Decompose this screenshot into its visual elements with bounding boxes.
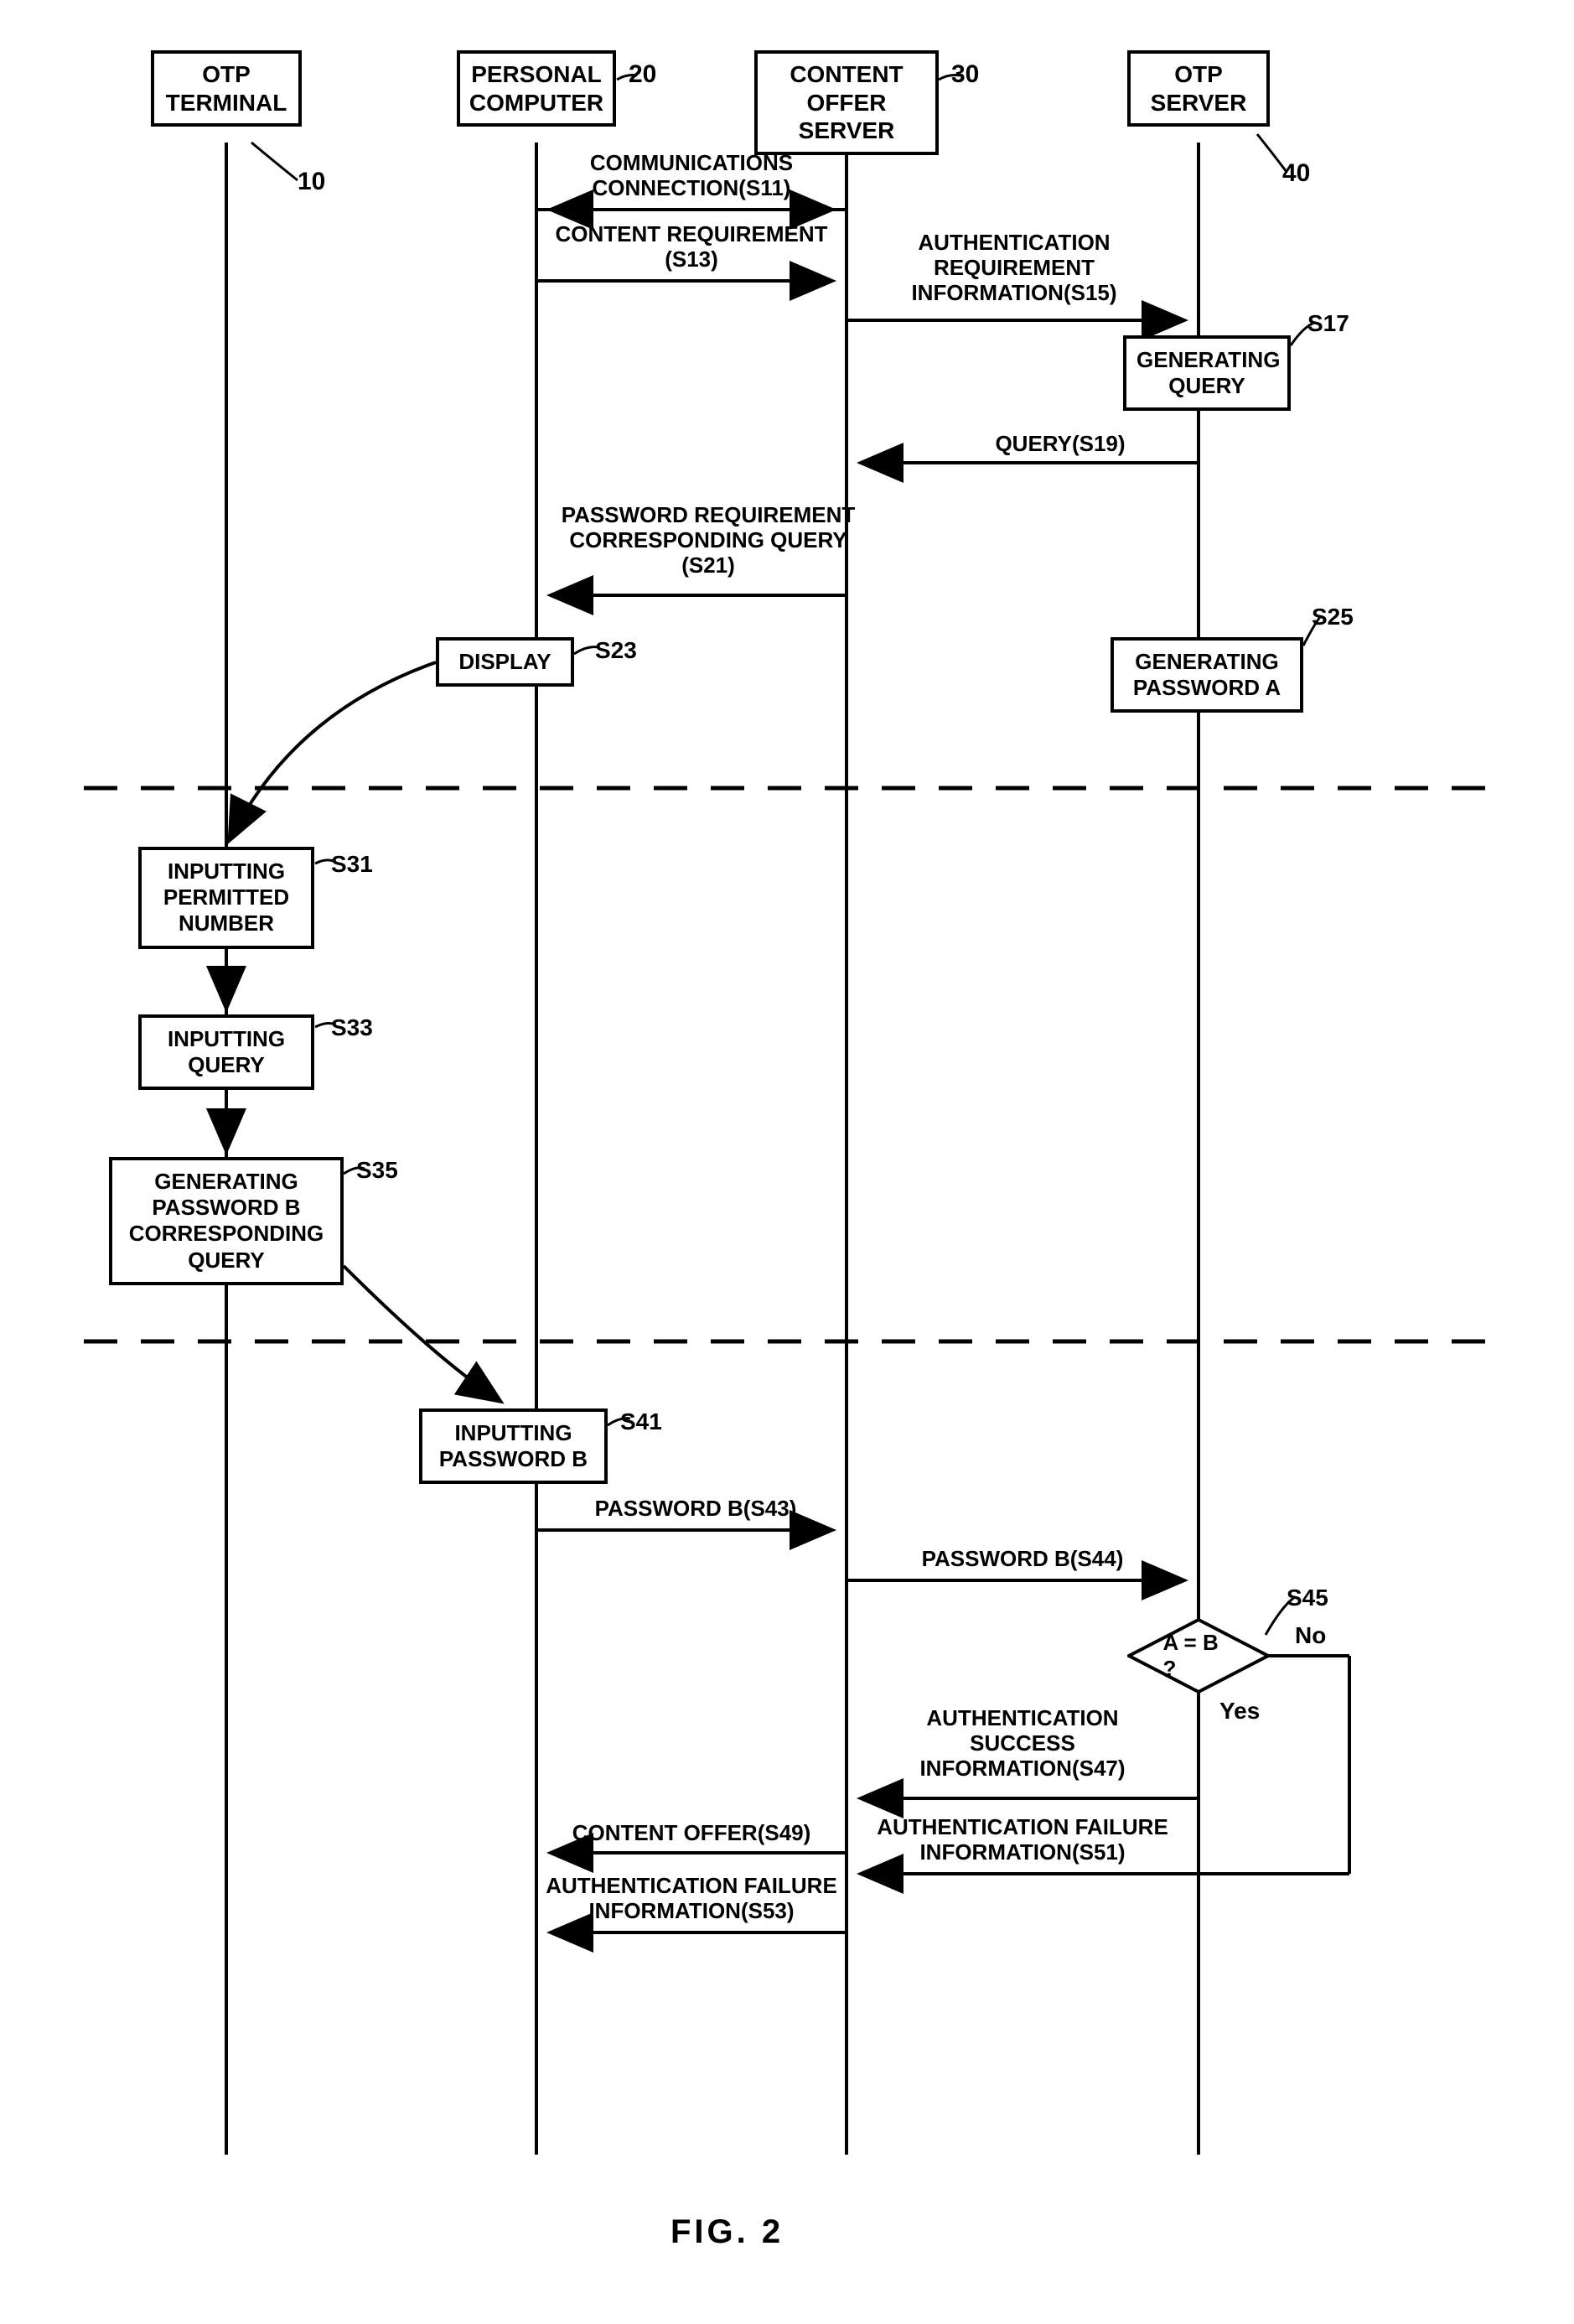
step-s17: GENERATINGQUERY xyxy=(1123,335,1291,411)
msg-s13: CONTENT REQUIREMENT(S13) xyxy=(553,222,830,272)
actor-label: CONTENTOFFER SERVER xyxy=(790,61,903,143)
actor-num-30: 30 xyxy=(951,60,979,89)
step-text: GENERATINGPASSWORD BCORRESPONDINGQUERY xyxy=(129,1169,324,1273)
step-tag-s31: S31 xyxy=(331,851,373,878)
step-tag-s25: S25 xyxy=(1312,604,1354,630)
step-tag-s35: S35 xyxy=(356,1157,398,1184)
lifeline-otp-server xyxy=(1197,143,1200,2155)
step-text: INPUTTINGQUERY xyxy=(168,1026,285,1077)
actor-label: OTPSERVER xyxy=(1151,61,1247,116)
step-s25: GENERATINGPASSWORD A xyxy=(1111,637,1303,713)
decision-s45: A = B ? xyxy=(1127,1618,1270,1694)
step-text: INPUTTINGPASSWORD B xyxy=(439,1420,588,1471)
msg-s49: CONTENT OFFER(S49) xyxy=(553,1821,830,1846)
actor-num-10: 10 xyxy=(298,168,325,196)
figure-label: FIG. 2 xyxy=(671,2213,784,2251)
actor-label: OTPTERMINAL xyxy=(166,61,287,116)
step-s35: GENERATINGPASSWORD BCORRESPONDINGQUERY xyxy=(109,1157,344,1285)
step-tag-s33: S33 xyxy=(331,1014,373,1041)
step-tag-s23: S23 xyxy=(595,637,637,664)
step-tag-s41: S41 xyxy=(620,1408,662,1435)
msg-s21: PASSWORD REQUIREMENTCORRESPONDING QUERY(… xyxy=(549,503,867,578)
step-s33: INPUTTINGQUERY xyxy=(138,1014,314,1090)
msg-s11: COMMUNICATIONSCONNECTION(S11) xyxy=(553,151,830,201)
msg-s44: PASSWORD B(S44) xyxy=(888,1547,1157,1572)
step-s31: INPUTTINGPERMITTEDNUMBER xyxy=(138,847,314,949)
lifeline-otp-terminal xyxy=(225,143,228,2155)
actor-num-40: 40 xyxy=(1282,159,1310,188)
step-text: GENERATINGQUERY xyxy=(1136,347,1280,398)
step-tag-s45: S45 xyxy=(1287,1585,1328,1611)
msg-s43: PASSWORD B(S43) xyxy=(570,1497,821,1522)
msg-s19: QUERY(S19) xyxy=(955,432,1165,457)
lifeline-pc xyxy=(535,143,538,2155)
decision-text: A = B ? xyxy=(1163,1630,1235,1682)
decision-yes: Yes xyxy=(1219,1698,1260,1725)
actor-pc: PERSONALCOMPUTER xyxy=(457,50,616,127)
sequence-diagram: OTPTERMINAL 10 PERSONALCOMPUTER 20 CONTE… xyxy=(84,50,1492,2146)
step-tag-s17: S17 xyxy=(1307,310,1349,337)
step-text: DISPLAY xyxy=(458,649,551,674)
msg-s51: AUTHENTICATION FAILUREINFORMATION(S51) xyxy=(859,1815,1186,1865)
step-text: INPUTTINGPERMITTEDNUMBER xyxy=(163,859,289,936)
actor-otp-terminal: OTPTERMINAL xyxy=(151,50,302,127)
actor-label: PERSONALCOMPUTER xyxy=(469,61,603,116)
actor-content-server: CONTENTOFFER SERVER xyxy=(754,50,939,155)
msg-s47: AUTHENTICATIONSUCCESSINFORMATION(S47) xyxy=(863,1706,1182,1782)
msg-s15: AUTHENTICATIONREQUIREMENTINFORMATION(S15… xyxy=(863,231,1165,306)
decision-no: No xyxy=(1295,1622,1326,1649)
actor-num-20: 20 xyxy=(629,60,656,89)
lifeline-content-server xyxy=(845,143,848,2155)
step-s23: DISPLAY xyxy=(436,637,574,687)
step-s41: INPUTTINGPASSWORD B xyxy=(419,1408,608,1484)
msg-s53: AUTHENTICATION FAILUREINFORMATION(S53) xyxy=(541,1874,842,1924)
step-text: GENERATINGPASSWORD A xyxy=(1133,649,1281,700)
actor-otp-server: OTPSERVER xyxy=(1127,50,1270,127)
